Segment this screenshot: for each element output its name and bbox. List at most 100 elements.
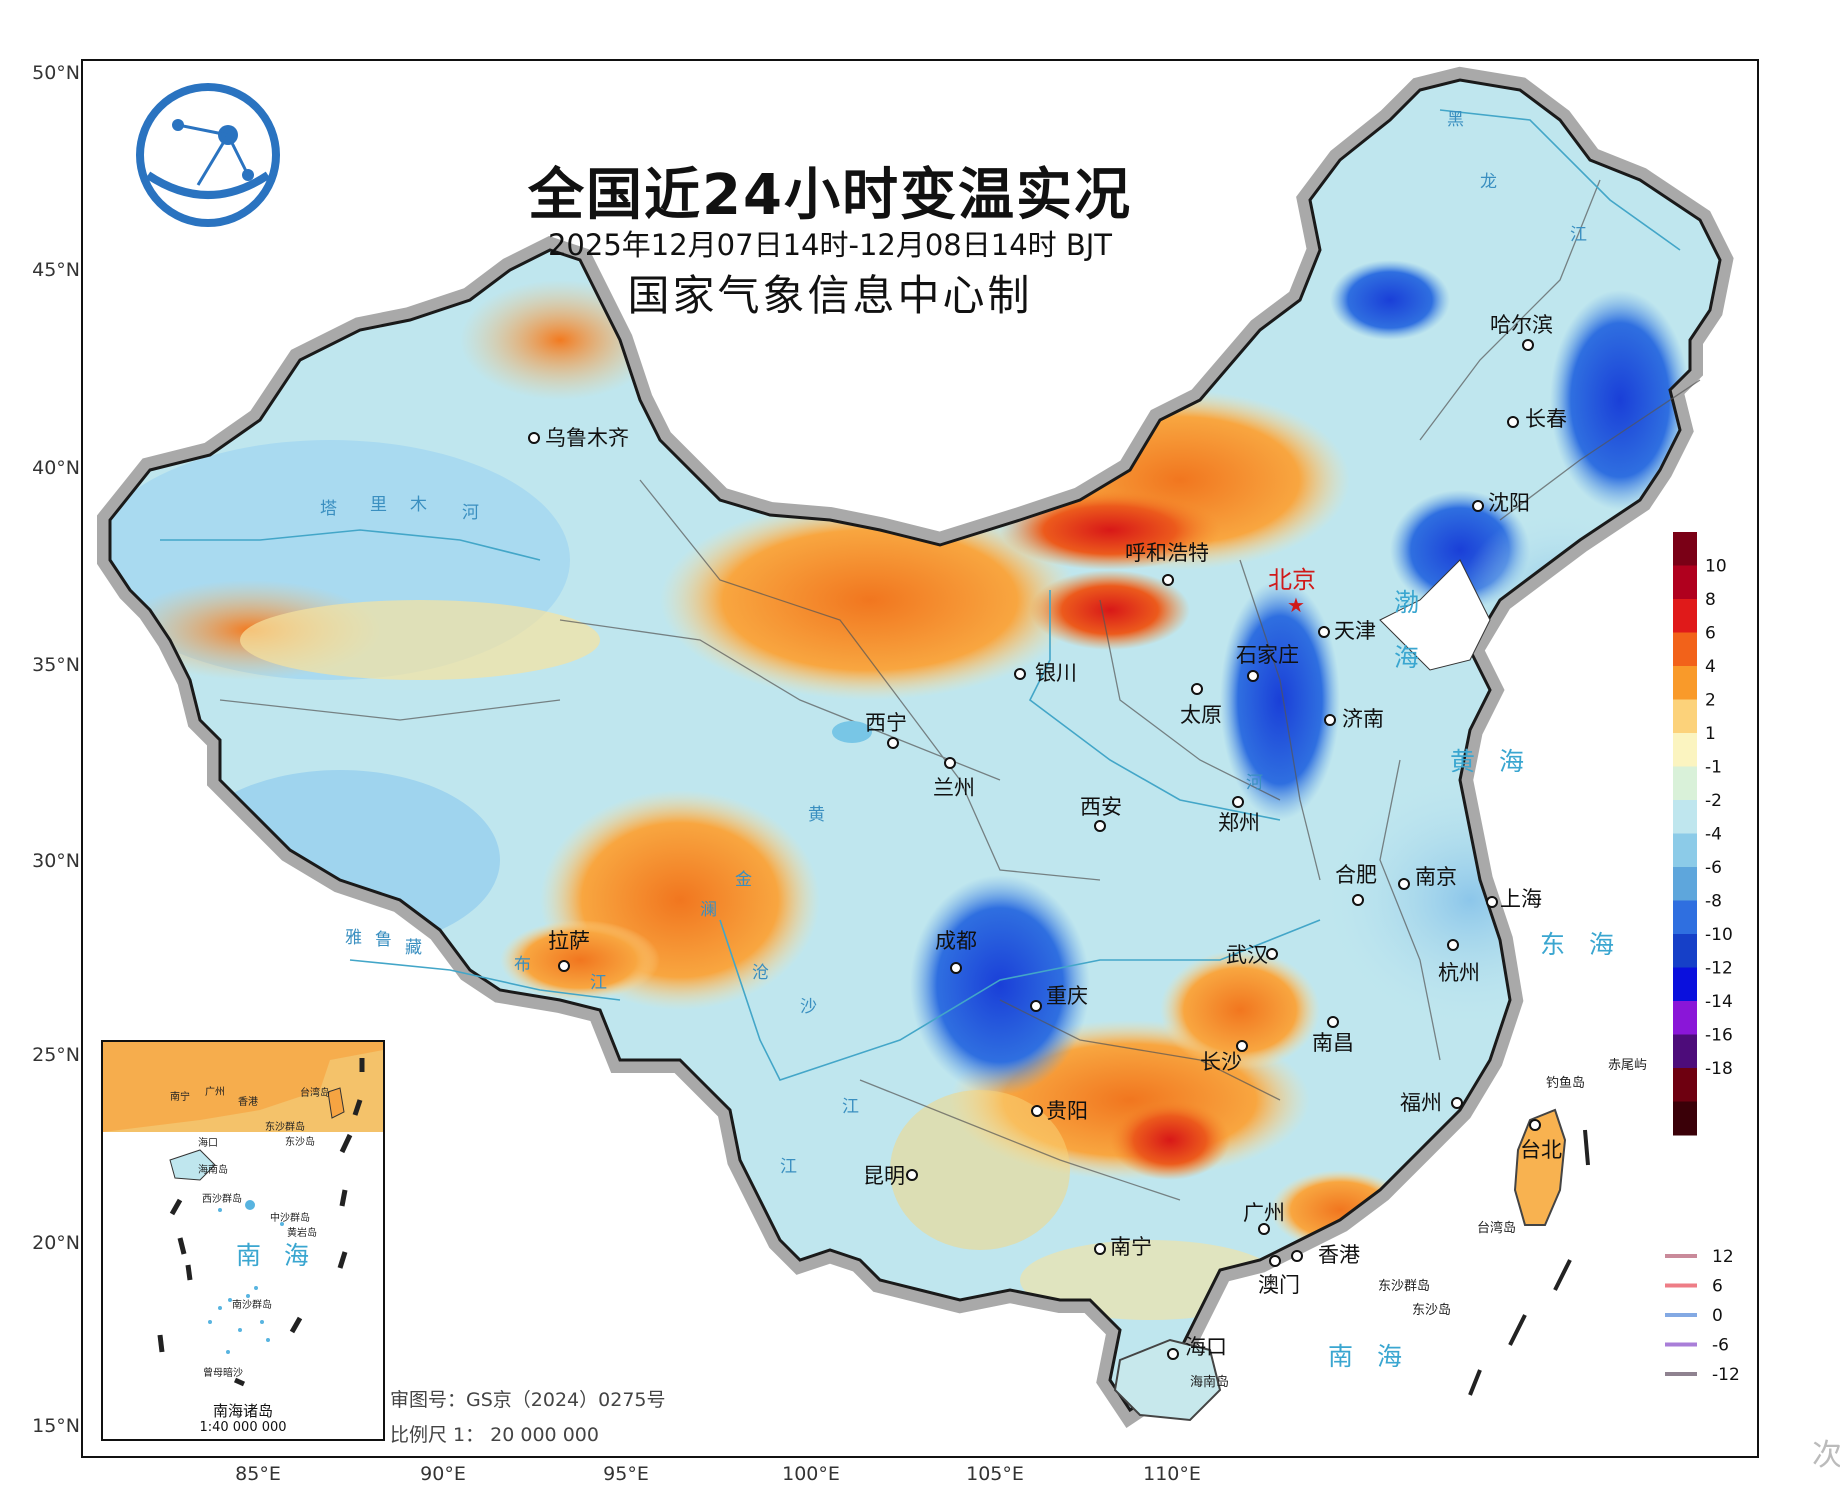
svg-text:中沙群岛: 中沙群岛 <box>270 1211 310 1224</box>
svg-text:东沙岛: 东沙岛 <box>285 1135 315 1148</box>
legend-swatch <box>1673 632 1697 667</box>
qinghai-lake <box>832 721 872 743</box>
svg-text:赤尾屿: 赤尾屿 <box>1608 1058 1647 1073</box>
svg-text:海: 海 <box>284 1241 317 1270</box>
svg-text:江: 江 <box>590 973 607 993</box>
city-yinchuan: 银川 <box>1014 661 1077 685</box>
svg-text:石家庄: 石家庄 <box>1236 643 1299 667</box>
svg-text:贵阳: 贵阳 <box>1046 1099 1088 1123</box>
legend-label: -4 <box>1705 825 1722 845</box>
svg-text:南 海: 南 海 <box>1328 1342 1410 1371</box>
sea-labels: 渤 海 黄 海 东 海 南 海 <box>1328 588 1622 1371</box>
svg-text:澜: 澜 <box>700 900 717 920</box>
svg-text:东沙岛: 东沙岛 <box>1412 1302 1451 1318</box>
svg-text:南沙群岛: 南沙群岛 <box>232 1298 272 1311</box>
svg-text:东 海: 东 海 <box>1540 930 1622 959</box>
svg-text:布: 布 <box>514 955 531 975</box>
city-hefei: 合肥 <box>1335 863 1377 906</box>
city-nanjing: 南京 <box>1398 865 1457 890</box>
legend-label: -14 <box>1705 992 1733 1012</box>
lat-label: 50°N <box>32 62 80 84</box>
svg-text:郑州: 郑州 <box>1218 811 1260 835</box>
city-chengdu: 成都 <box>935 929 977 974</box>
lat-label: 30°N <box>32 850 80 872</box>
city-taiyuan: 太原 <box>1180 683 1222 727</box>
city-tianjin: 天津 <box>1318 619 1376 643</box>
lat-label: 45°N <box>32 259 80 281</box>
legend-swatch <box>1673 766 1697 801</box>
line-legend-label: -12 <box>1712 1365 1740 1385</box>
legend-swatch <box>1673 1068 1697 1102</box>
svg-text:海口: 海口 <box>198 1136 218 1149</box>
city-kunming: 昆明 <box>863 1164 918 1188</box>
lat-label: 25°N <box>32 1044 80 1066</box>
svg-text:长沙: 长沙 <box>1200 1050 1242 1074</box>
svg-text:黄 海: 黄 海 <box>1450 747 1532 776</box>
svg-text:天津: 天津 <box>1334 619 1376 643</box>
legend-label: -2 <box>1705 791 1722 811</box>
lon-label: 90°E <box>420 1463 466 1485</box>
legend-label: 10 <box>1705 557 1727 577</box>
color-legend: 10 8 6 4 2 1 -1 -2 -4 -6 -8 -10 -12 -14 -16 -18 <box>1673 532 1733 1136</box>
svg-text:兰州: 兰州 <box>933 776 975 800</box>
city-lhasa: 拉萨 <box>548 929 590 972</box>
legend-swatch <box>1673 833 1697 868</box>
svg-text:南宁: 南宁 <box>170 1090 190 1103</box>
svg-text:武汉: 武汉 <box>1226 943 1268 967</box>
svg-text:上海: 上海 <box>1500 887 1542 911</box>
city-urumqi: 乌鲁木齐 <box>528 426 629 450</box>
svg-text:东沙群岛: 东沙群岛 <box>265 1120 305 1133</box>
svg-text:钓鱼岛: 钓鱼岛 <box>1546 1075 1585 1091</box>
city-nanchang: 南昌 <box>1312 1016 1354 1055</box>
svg-text:福州: 福州 <box>1400 1091 1442 1115</box>
city-changsha: 长沙 <box>1200 1040 1248 1074</box>
svg-text:东沙群岛: 东沙群岛 <box>1378 1278 1430 1294</box>
svg-text:河: 河 <box>462 503 479 523</box>
svg-text:河: 河 <box>1246 773 1263 793</box>
taiwan-island <box>1513 1108 1567 1226</box>
hainan-island <box>1113 1338 1222 1422</box>
svg-text:台湾岛: 台湾岛 <box>1477 1220 1516 1236</box>
legend-label: 4 <box>1705 657 1716 677</box>
south-china-sea-inset: 南宁 广州 香港 台湾岛 东沙群岛 东沙岛 海口 海南岛 西沙群岛 中沙群岛 黄… <box>101 1040 385 1441</box>
svg-text:藏: 藏 <box>405 938 422 958</box>
svg-text:塔: 塔 <box>320 499 337 519</box>
city-harbin: 哈尔滨 <box>1490 313 1553 351</box>
svg-text:海南岛: 海南岛 <box>198 1163 228 1176</box>
svg-text:海南岛: 海南岛 <box>1190 1374 1229 1390</box>
map-title: 全国近24小时变温实况 <box>528 163 1132 228</box>
city-haikou: 海口 <box>1167 1335 1227 1360</box>
svg-text:金: 金 <box>735 870 752 890</box>
legend-label: 8 <box>1705 590 1716 610</box>
svg-text:太原: 太原 <box>1180 703 1222 727</box>
city-macau: 澳门 <box>1258 1255 1300 1297</box>
svg-text:西沙群岛: 西沙群岛 <box>202 1192 242 1205</box>
city-chongqing: 重庆 <box>1030 984 1088 1012</box>
lat-label: 40°N <box>32 457 80 479</box>
svg-text:澳门: 澳门 <box>1258 1273 1300 1297</box>
svg-text:黑: 黑 <box>1447 110 1464 130</box>
contour-line-legend: 12 6 0 -6 -12 <box>1665 1247 1740 1385</box>
svg-text:沧: 沧 <box>752 963 769 983</box>
svg-text:长春: 长春 <box>1525 407 1567 431</box>
legend-label: -12 <box>1705 959 1733 979</box>
svg-text:龙: 龙 <box>1480 172 1497 192</box>
svg-text:沈阳: 沈阳 <box>1488 491 1530 515</box>
svg-text:香港: 香港 <box>238 1096 258 1108</box>
svg-text:黄: 黄 <box>808 805 825 825</box>
svg-text:雅: 雅 <box>345 928 362 948</box>
line-legend-label: -6 <box>1712 1336 1729 1356</box>
lat-label: 35°N <box>32 654 80 676</box>
city-changchun: 长春 <box>1507 407 1567 431</box>
watermark: 次 <box>1812 1438 1840 1473</box>
legend-swatch <box>1673 1034 1697 1069</box>
city-taipei: 台北 <box>1520 1119 1562 1162</box>
producer-label: 国家气象信息中心制 <box>627 271 1033 320</box>
svg-text:昆明: 昆明 <box>863 1164 905 1188</box>
maritime-boundary <box>1468 1129 1590 1396</box>
lon-label: 110°E <box>1143 1463 1201 1485</box>
city-shenyang: 沈阳 <box>1472 491 1530 515</box>
city-shijiazhuang: 石家庄 <box>1236 643 1299 682</box>
legend-swatch <box>1673 733 1697 767</box>
svg-text:南: 南 <box>236 1241 269 1270</box>
